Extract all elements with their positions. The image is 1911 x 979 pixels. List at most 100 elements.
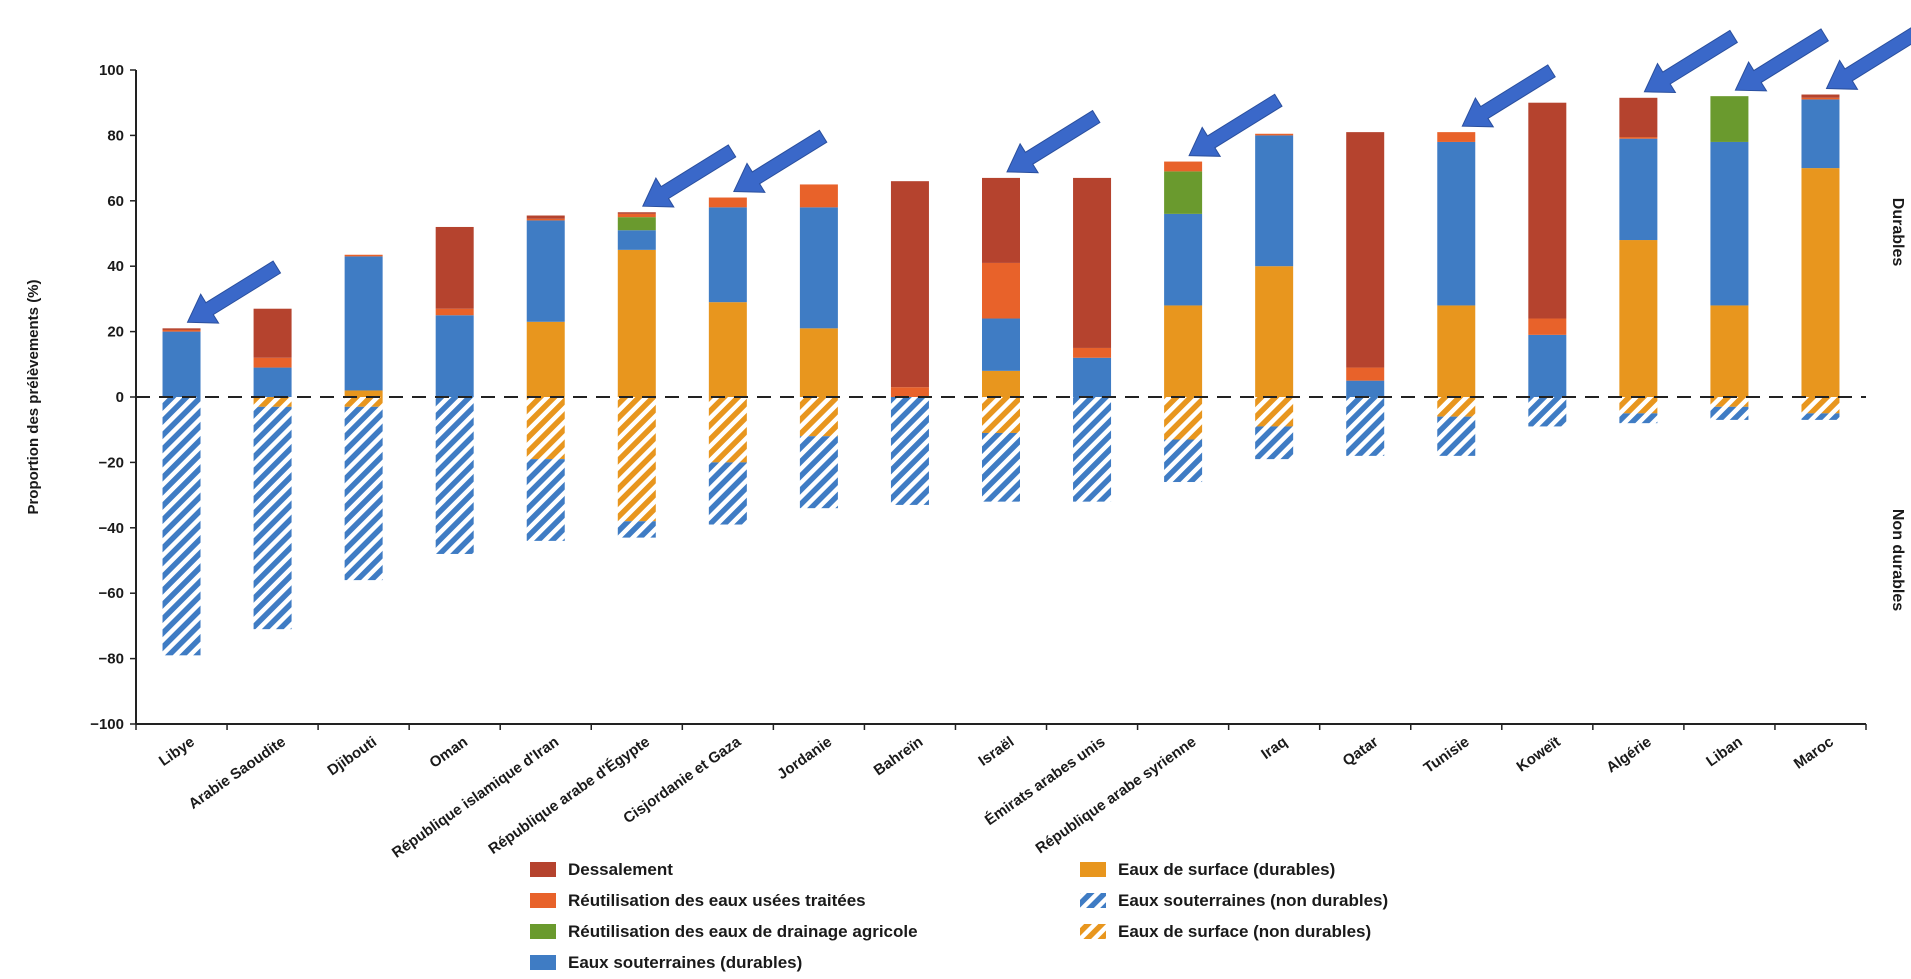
bar-segment — [344, 254, 383, 257]
legend-swatch — [1080, 893, 1106, 908]
highlight-arrow-icon — [1006, 109, 1101, 174]
bar-segment — [435, 315, 474, 397]
y-tick-label: 80 — [107, 127, 124, 144]
bar-segment — [1437, 416, 1476, 456]
bar-segment — [617, 217, 656, 231]
bar-segment — [1255, 135, 1294, 267]
bar-segment — [253, 406, 292, 630]
bar-segment — [1619, 138, 1658, 241]
bar-segment — [1346, 397, 1385, 456]
bar-segment — [1710, 397, 1749, 407]
bar-segment — [708, 462, 747, 525]
y-tick-labels: 100 80 60 40 20 0 −20 −40 −60 −80 −100 — [90, 62, 136, 733]
bar-segment — [1437, 132, 1476, 142]
bar-segment — [253, 367, 292, 397]
bar-segment — [1437, 305, 1476, 397]
bar-segment — [1528, 102, 1567, 319]
highlight-arrow-icon — [1188, 93, 1283, 157]
y-tick-label: −100 — [90, 716, 124, 733]
bar-segment — [1164, 305, 1203, 397]
bar-segment — [526, 459, 565, 541]
bar-segment — [617, 249, 656, 397]
side-label-non-durables: Non durables — [1889, 509, 1906, 611]
x-tick-label: Jordanie — [774, 733, 835, 783]
x-tick-label: Koweït — [1514, 733, 1564, 775]
bar-segment — [1619, 137, 1658, 139]
bar-segment — [617, 213, 656, 218]
bar-segment — [526, 220, 565, 322]
legend-label: Eaux souterraines (non durables) — [1118, 891, 1388, 910]
bar-segment — [617, 521, 656, 538]
y-tick-label: 40 — [107, 258, 124, 275]
bar-segment — [1619, 397, 1658, 414]
y-tick-label: −80 — [99, 651, 124, 668]
legend-label: Réutilisation des eaux de drainage agric… — [568, 922, 918, 941]
bar-segment — [1437, 397, 1476, 417]
legend-label: Eaux de surface (durables) — [1118, 860, 1335, 879]
y-tick-label: 0 — [116, 389, 124, 406]
bar-segment — [1073, 347, 1112, 358]
bar-segment — [982, 177, 1020, 263]
bar-segment — [1164, 213, 1203, 306]
bar-segment — [982, 397, 1020, 433]
y-axis-label: Proportion des prélèvements (%) — [25, 279, 42, 514]
y-tick-label: −20 — [99, 454, 124, 471]
legend-label: Eaux souterraines (durables) — [568, 953, 802, 972]
bar-segment — [799, 184, 838, 208]
x-tick-label: Liban — [1703, 733, 1746, 770]
bar-segment — [1801, 168, 1840, 397]
highlight-arrow-icon — [1734, 28, 1829, 92]
legend-swatch — [530, 862, 556, 877]
x-tick-label: Djibouti — [324, 733, 379, 779]
bar-segment — [162, 328, 201, 330]
bar-segment — [526, 218, 565, 221]
bar-segment — [253, 308, 292, 358]
x-tick-label: Bahreïn — [871, 733, 927, 779]
y-tick-label: −40 — [99, 520, 124, 537]
bar-segment — [708, 197, 747, 208]
x-tick-label: République islamique d'Iran — [389, 733, 562, 861]
bar-segment — [162, 331, 201, 397]
bar-segment — [1710, 305, 1749, 397]
legend-swatch — [530, 924, 556, 939]
bar-segment — [1255, 426, 1294, 460]
bar-segment — [344, 406, 383, 581]
highlight-arrow-icon — [642, 144, 737, 208]
bar-segment — [617, 397, 656, 522]
bar-segment — [982, 370, 1020, 397]
bar-segment — [799, 207, 838, 329]
highlight-arrow-icon — [1461, 64, 1556, 128]
bar-segment — [1801, 99, 1840, 169]
x-tick-label: Iraq — [1258, 733, 1290, 763]
bar-segment — [526, 397, 565, 460]
highlight-arrows — [186, 27, 1911, 324]
bar-segment — [1164, 171, 1203, 214]
x-tick-label: République arabe d'Égypte — [485, 733, 653, 858]
x-tick-label: Arabie Saoudite — [186, 733, 289, 812]
bar-segment — [162, 397, 201, 656]
bar-segment — [1073, 177, 1112, 348]
bar-segment — [1710, 406, 1749, 420]
bar-segment — [708, 207, 747, 303]
y-tick-label: 20 — [107, 324, 124, 341]
bar-segment — [1528, 397, 1567, 427]
legend-label: Eaux de surface (non durables) — [1118, 922, 1371, 941]
legend-label: Réutilisation des eaux usées traitées — [568, 891, 866, 910]
bar-segment — [1164, 439, 1203, 483]
bar-segment — [253, 357, 292, 368]
bar-segment — [1619, 240, 1658, 397]
bar-segment — [526, 215, 565, 219]
x-tick-label: Maroc — [1791, 733, 1837, 772]
bar-segment — [1164, 161, 1203, 172]
highlight-arrow-icon — [186, 260, 282, 324]
bar-segment — [1073, 397, 1112, 502]
bar-segment — [253, 397, 292, 407]
bar-segment — [1710, 141, 1749, 306]
x-tick-label: République arabe syrienne — [1033, 733, 1200, 857]
bar-segment — [982, 262, 1020, 319]
legend-swatch — [530, 893, 556, 908]
bar-segment — [1346, 132, 1385, 368]
bar-segment — [708, 397, 747, 463]
bar-segment — [799, 436, 838, 509]
